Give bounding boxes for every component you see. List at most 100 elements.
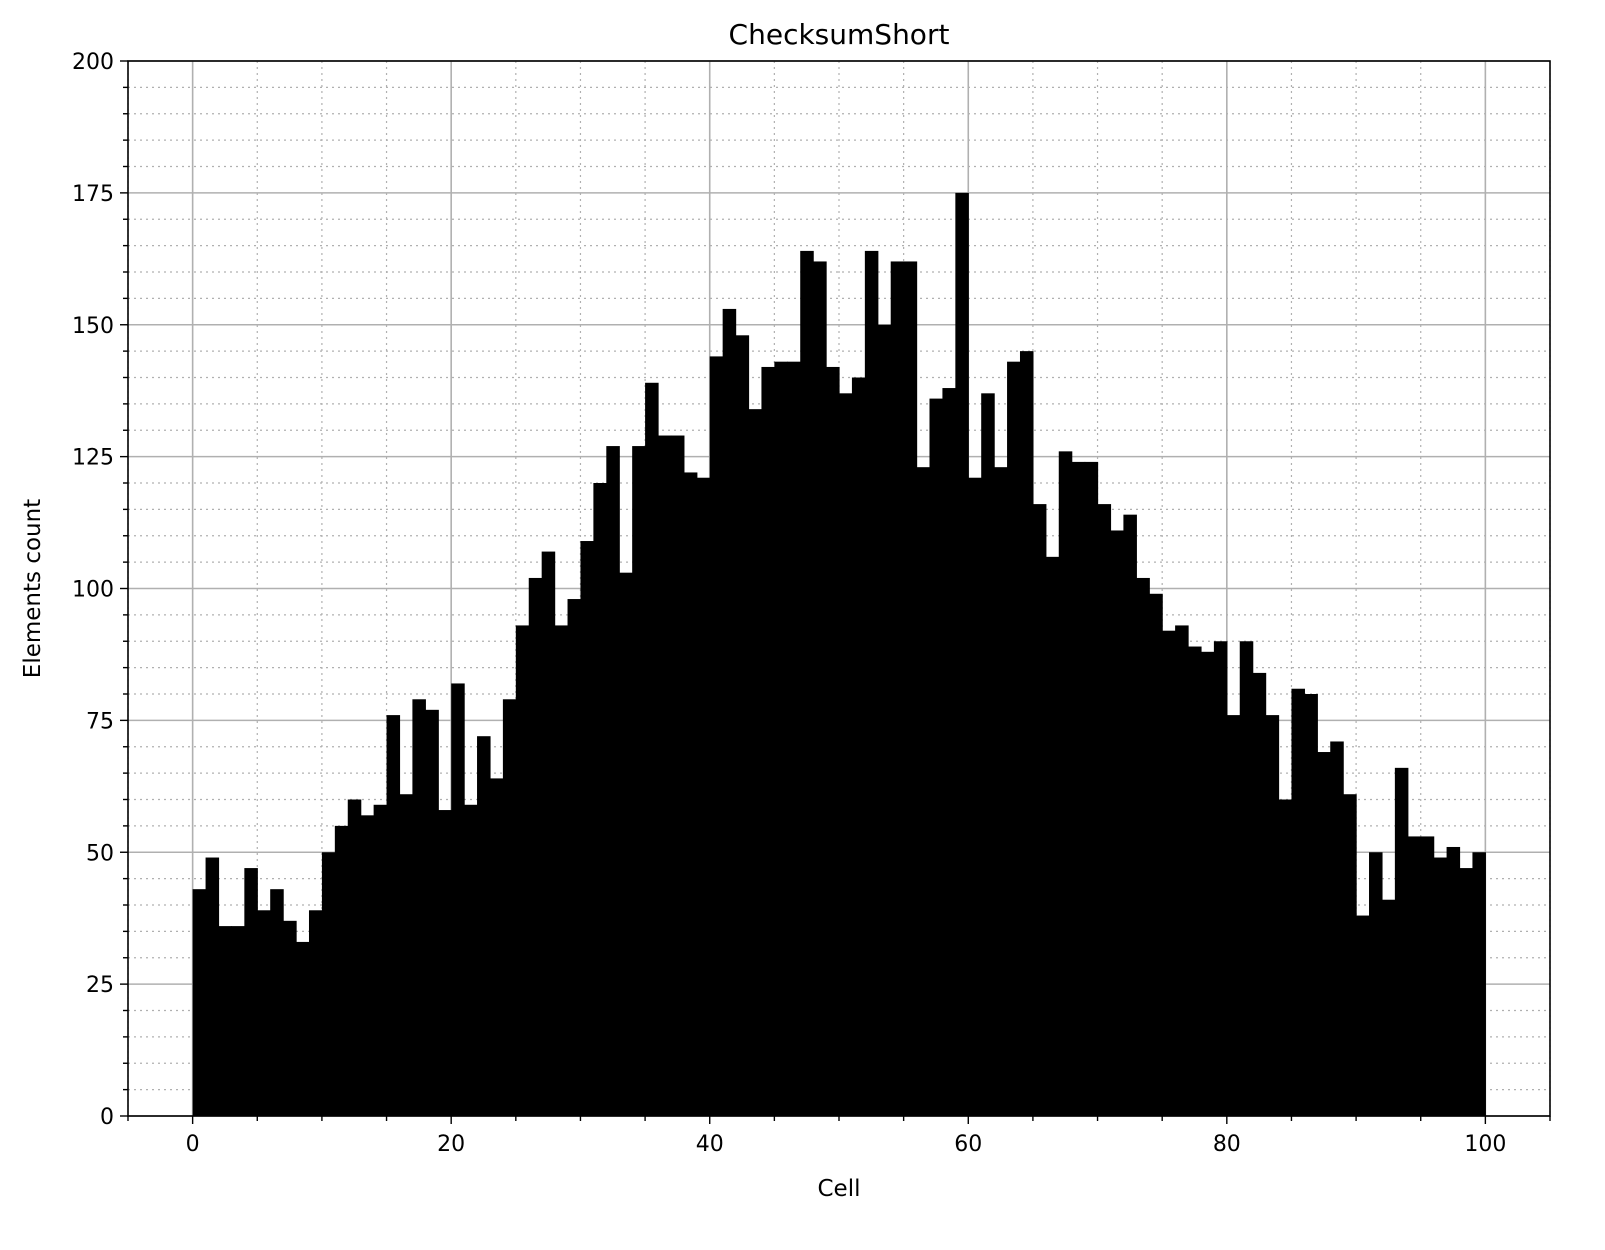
histogram-bar	[1343, 794, 1357, 1116]
histogram-bar	[1330, 741, 1344, 1116]
y-tick-label: 0	[100, 1105, 114, 1130]
x-tick-label: 40	[696, 1132, 724, 1157]
histogram-bar	[1032, 504, 1047, 1117]
histogram-bar	[696, 477, 711, 1117]
histogram-bar	[955, 192, 969, 1116]
histogram-bar	[1175, 625, 1189, 1116]
x-tick-label: 60	[954, 1132, 982, 1157]
histogram-bar	[1226, 715, 1241, 1116]
bars	[192, 192, 1486, 1117]
histogram-bar	[244, 868, 258, 1116]
histogram-bar	[903, 261, 918, 1116]
histogram-bar	[515, 625, 530, 1116]
histogram-bar	[632, 446, 646, 1116]
histogram-bar	[800, 250, 814, 1116]
histogram-bar	[438, 810, 452, 1116]
histogram-bar	[541, 551, 556, 1116]
histogram-bar	[1084, 461, 1099, 1116]
histogram-bar	[722, 308, 737, 1116]
histogram-bar	[942, 388, 956, 1116]
y-tick-label: 125	[72, 446, 114, 471]
histogram-bar	[658, 435, 672, 1116]
histogram-bar	[554, 625, 569, 1116]
histogram-bar	[1058, 451, 1073, 1117]
histogram-bar	[386, 715, 401, 1116]
histogram-bar	[489, 778, 504, 1116]
histogram-bar	[1317, 752, 1331, 1116]
histogram-bar	[1019, 351, 1034, 1116]
histogram-bar	[360, 815, 375, 1116]
histogram-bar	[1239, 641, 1254, 1116]
histogram-bar	[748, 409, 763, 1116]
histogram-bar	[1110, 530, 1124, 1116]
histogram-bar	[1136, 577, 1150, 1116]
histogram-bar	[270, 889, 284, 1116]
histogram-bar	[1446, 846, 1461, 1116]
histogram-bar	[1071, 461, 1086, 1116]
y-tick-label: 25	[86, 973, 114, 998]
histogram-bar	[994, 467, 1008, 1116]
histogram-bar	[619, 572, 633, 1116]
histogram-bar	[296, 941, 310, 1116]
histogram-bar	[683, 472, 698, 1116]
y-tick-label: 175	[72, 182, 114, 207]
y-axis-ticks: 0 25 50 75 100 125 150 175 200	[72, 50, 128, 1130]
histogram-bar	[1278, 799, 1293, 1116]
histogram-bar	[1420, 836, 1435, 1116]
histogram-bar	[451, 683, 465, 1116]
histogram-bar	[1252, 672, 1267, 1116]
histogram-bar	[502, 699, 517, 1116]
histogram-bar	[528, 577, 543, 1116]
histogram-bar	[606, 446, 620, 1116]
histogram-bar	[1213, 641, 1228, 1116]
histogram-bar	[735, 335, 750, 1116]
histogram-bar	[1407, 836, 1422, 1116]
histogram-bar	[373, 804, 388, 1116]
histogram-bar	[1381, 899, 1396, 1116]
histogram-bar	[1265, 715, 1280, 1116]
histogram-bar	[412, 699, 426, 1116]
histogram-bar	[1369, 852, 1383, 1116]
histogram-bar	[231, 926, 245, 1116]
histogram-bar	[890, 261, 905, 1116]
histogram-bar	[1188, 646, 1202, 1116]
x-tick-label: 80	[1213, 1132, 1241, 1157]
histogram-bar	[308, 910, 323, 1116]
histogram-bar	[1200, 651, 1215, 1116]
histogram-bar	[839, 393, 853, 1116]
histogram-bar	[399, 794, 413, 1116]
y-tick-label: 150	[72, 314, 114, 339]
y-tick-label: 50	[86, 841, 114, 866]
histogram-bar	[580, 541, 594, 1116]
histogram-bar	[877, 324, 892, 1116]
x-tick-label: 0	[186, 1132, 200, 1157]
histogram-bar	[334, 825, 349, 1116]
histogram-bar	[1433, 857, 1448, 1116]
histogram-bar	[981, 393, 995, 1116]
x-tick-label: 20	[437, 1132, 465, 1157]
histogram-bar	[670, 435, 685, 1116]
histogram-bar	[567, 599, 582, 1116]
x-axis-label: Cell	[818, 1176, 861, 1202]
y-tick-label: 200	[72, 50, 114, 75]
histogram-bar	[826, 366, 840, 1116]
histogram-bar	[813, 261, 827, 1116]
histogram-bar	[347, 799, 362, 1116]
histogram-bar	[218, 926, 233, 1116]
histogram-bar	[1291, 688, 1305, 1116]
histogram-bar	[464, 804, 478, 1116]
histogram-bar	[321, 852, 336, 1116]
histogram-bar	[1356, 915, 1370, 1116]
histogram-bar	[283, 920, 297, 1116]
histogram-bar	[761, 366, 775, 1116]
y-tick-label: 100	[72, 578, 114, 603]
histogram-bar	[425, 709, 439, 1116]
histogram-bar	[192, 889, 207, 1116]
histogram-bar	[205, 857, 220, 1116]
histogram-bar	[477, 736, 491, 1116]
histogram-bar	[1459, 868, 1474, 1116]
histogram-bar	[929, 398, 944, 1117]
histogram-bar	[593, 483, 607, 1116]
histogram-bar	[1162, 630, 1176, 1116]
